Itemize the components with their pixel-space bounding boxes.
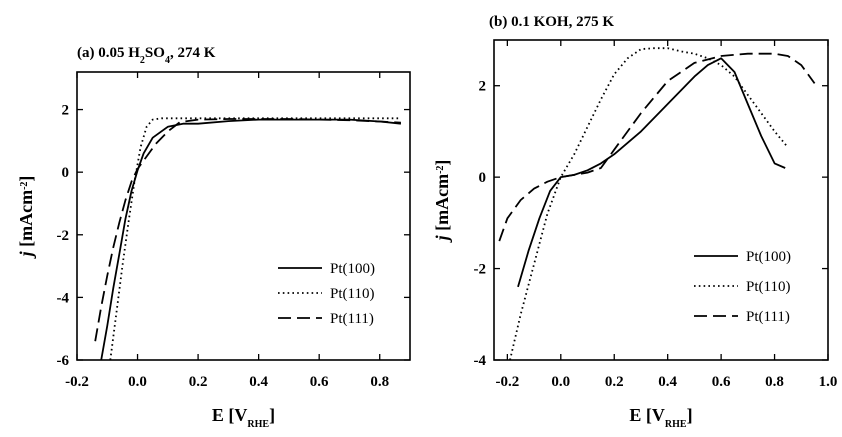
text-part: E [V (212, 405, 248, 425)
x-tick-label: 0.0 (551, 374, 570, 390)
text-part: ] (432, 160, 452, 166)
x-axis-label: E [VRHE] (212, 405, 275, 430)
x-tick-label: 1.0 (819, 374, 838, 390)
text-part: (b) 0.1 KOH, 275 K (489, 14, 614, 30)
text-part: ] (269, 405, 275, 425)
text-part: RHE (247, 419, 269, 430)
text-part: ] (687, 405, 693, 425)
x-tick-label: 0.6 (712, 374, 731, 390)
text-part: SO (145, 45, 165, 61)
y-tick-label: 0 (62, 165, 70, 181)
series-line-pt111 (94, 118, 401, 342)
legend-label: Pt(111) (746, 309, 790, 325)
x-tick-label: 0.2 (605, 374, 624, 390)
text-part: -2 (19, 182, 30, 190)
legend-label: Pt(111) (330, 311, 374, 327)
text-part: ] (16, 176, 36, 182)
text-part: 4 (165, 55, 170, 66)
x-tick-label: -0.2 (65, 374, 89, 390)
panel-title: (a) 0.05 H2SO4, 274 K (77, 45, 216, 66)
y-tick-label: -2 (474, 262, 487, 278)
text-part: 2 (140, 55, 145, 66)
text-part: , 274 K (170, 45, 216, 61)
text-part: E [V (629, 405, 665, 425)
plot-frame (493, 39, 829, 361)
y-tick-label: -4 (474, 353, 487, 369)
series-line-pt100 (517, 57, 786, 288)
y-axis-label: j [mAcm-2] (16, 176, 36, 260)
x-tick-label: 0.4 (658, 374, 677, 390)
text-part: [mAcm (16, 190, 36, 251)
text-part: [mAcm (432, 174, 452, 235)
x-tick-label: 0.8 (370, 374, 389, 390)
panel-a-chart: (a) 0.05 H2SO4, 274 K-0.2 0.0 0.2 0.4 0.6 0.8… (16, 45, 411, 430)
panel-title: (b) 0.1 KOH, 275 K (489, 14, 614, 30)
legend-label: Pt(100) (746, 249, 791, 265)
text-part: j (16, 250, 36, 259)
x-tick-label: 0.0 (128, 374, 147, 390)
text-part: j (432, 234, 452, 243)
plot-frame (76, 71, 411, 361)
y-tick-label: -4 (57, 290, 70, 306)
x-tick-label: 0.4 (249, 374, 268, 390)
legend-label: Pt(110) (330, 286, 374, 302)
legend-label: Pt(100) (330, 261, 375, 277)
x-tick-label: -0.2 (495, 374, 519, 390)
y-tick-label: 0 (479, 170, 487, 186)
x-axis-label: E [VRHE] (629, 405, 692, 430)
x-tick-label: 0.6 (310, 374, 329, 390)
y-tick-label: 2 (62, 103, 70, 119)
x-tick-label: 0.8 (765, 374, 784, 390)
series-line-pt111 (498, 52, 816, 242)
x-tick-label: 0.2 (189, 374, 208, 390)
y-tick-label: -2 (57, 228, 70, 244)
y-tick-label: -6 (57, 353, 70, 369)
text-part: (a) 0.05 H (77, 45, 140, 61)
legend-label: Pt(110) (746, 279, 790, 295)
y-tick-label: 2 (479, 79, 487, 95)
y-axis-label: j [mAcm-2] (432, 160, 452, 244)
panel-b-chart: (b) 0.1 KOH, 275 K -0.2 0.0 0.2 0.4 0.6 0.8 1.0… (432, 14, 837, 430)
series-line-pt110 (109, 117, 401, 360)
text-part: -2 (435, 166, 446, 174)
text-part: RHE (665, 419, 687, 430)
